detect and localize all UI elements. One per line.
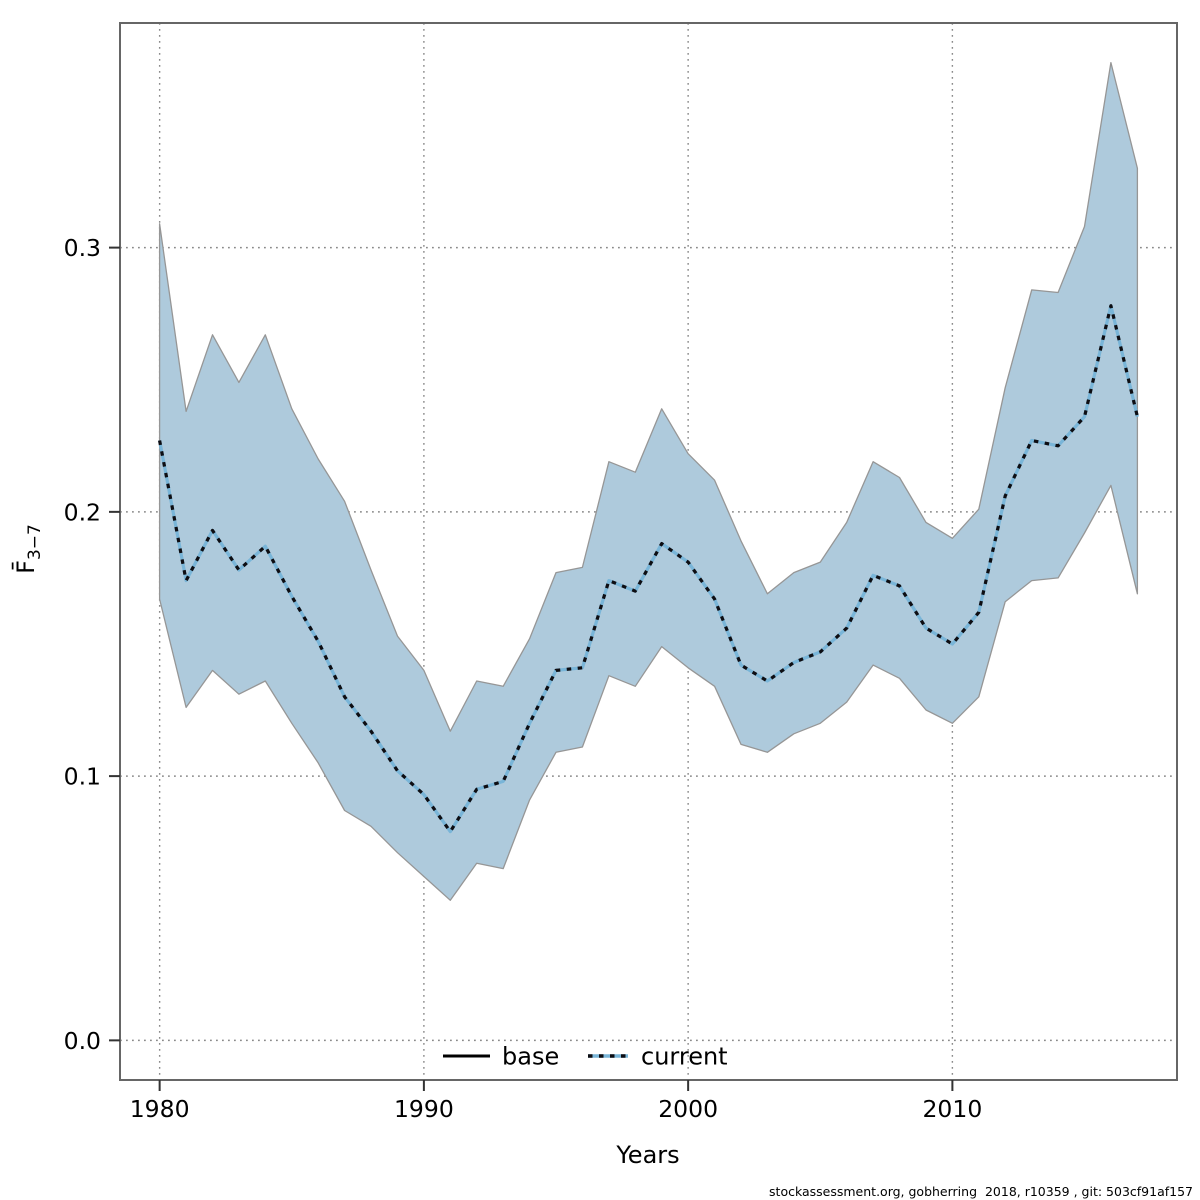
confidence-band	[158, 61, 1139, 901]
x-axis-label: Years	[615, 1141, 679, 1169]
y-axis-label-main: F̄	[11, 560, 40, 574]
plot-border	[119, 22, 1178, 1081]
series-lines	[158, 304, 1139, 834]
y-axis-label: F̄3−7	[11, 524, 45, 574]
y-tick-label: 0.3	[64, 234, 101, 262]
confidence-band-area	[158, 61, 1139, 901]
x-tick-label: 2000	[658, 1095, 718, 1123]
legend: base current	[443, 1043, 728, 1071]
x-tick-label: 1980	[130, 1095, 190, 1123]
footer-credit: stockassessment.org, gobherring 2018, r1…	[769, 1184, 1193, 1199]
axis-ticks	[109, 246, 954, 1091]
y-axis-label-subscript: 3−7	[25, 524, 45, 560]
y-tick-label: 0.0	[64, 1027, 101, 1055]
x-tick-label: 2010	[922, 1095, 982, 1123]
y-tick-label: 0.2	[64, 498, 101, 526]
tick-labels: 1980 1990 2000 2010 0.0 0.1 0.2 0.3	[64, 234, 983, 1123]
legend-current-label: current	[641, 1043, 728, 1071]
x-tick-label: 1990	[394, 1095, 454, 1123]
y-tick-label: 0.1	[64, 763, 101, 791]
legend-base-label: base	[502, 1043, 559, 1071]
current-line-blue	[158, 304, 1139, 834]
